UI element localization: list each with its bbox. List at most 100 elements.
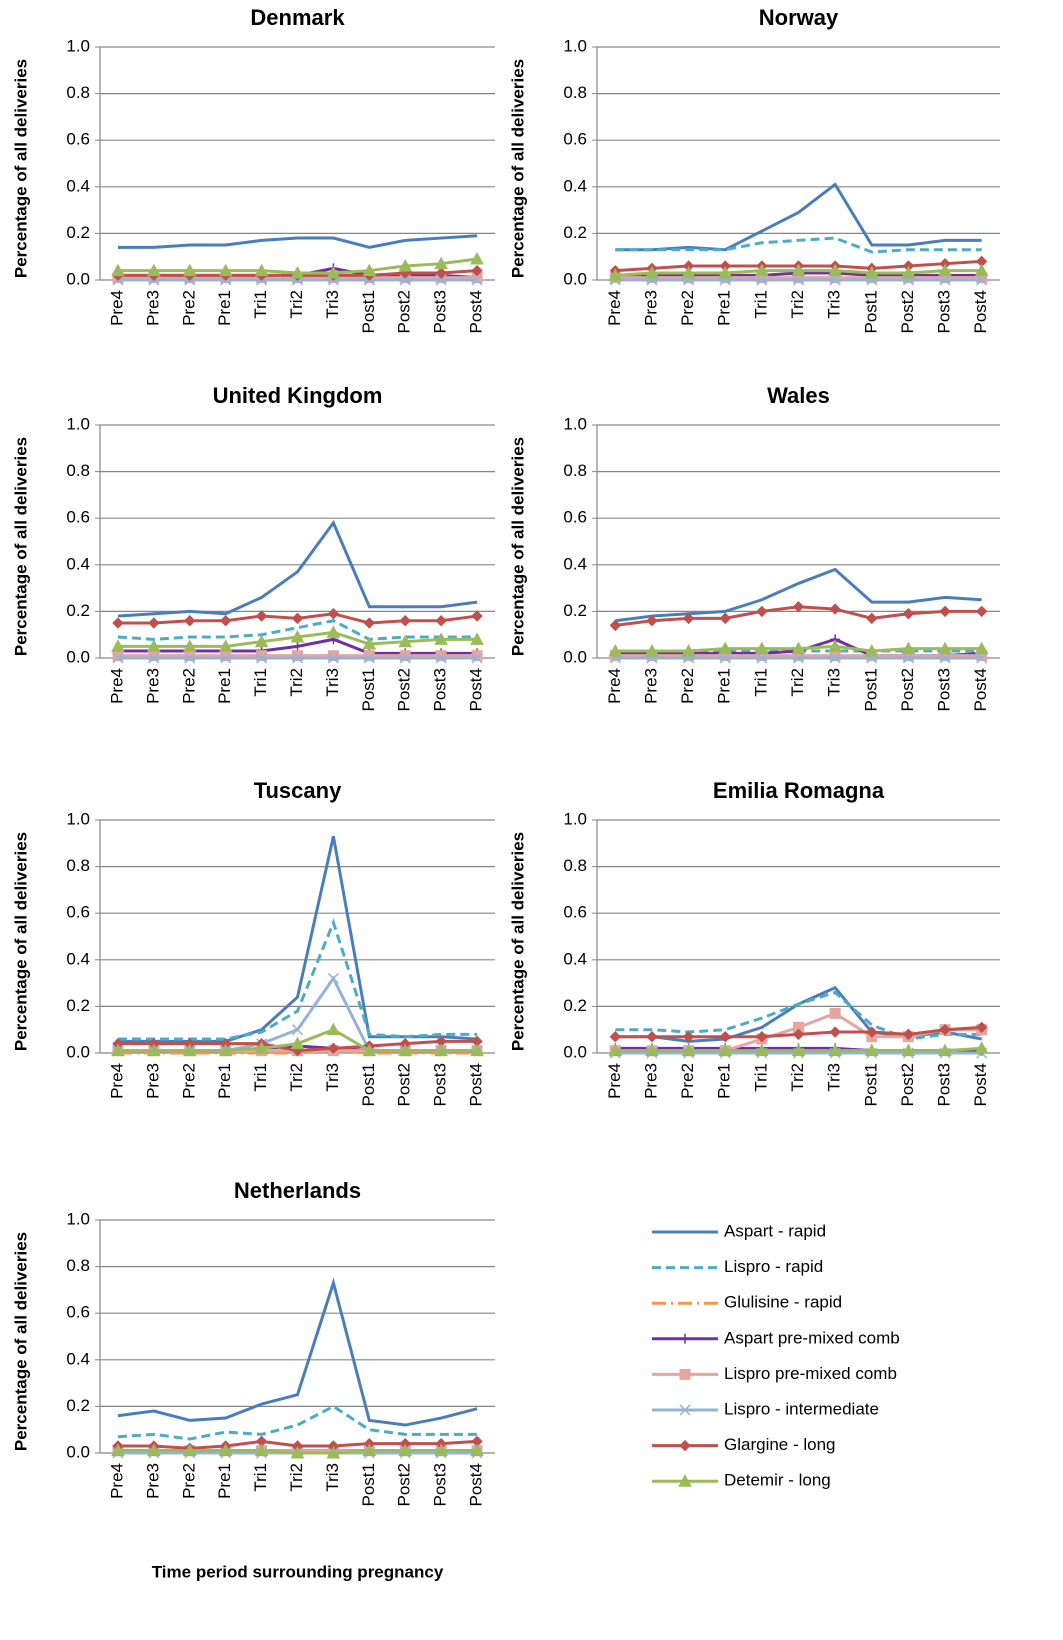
x-tick-label: Post4 bbox=[971, 1063, 990, 1106]
marker bbox=[435, 652, 447, 664]
x-tick-label: Post1 bbox=[861, 290, 880, 333]
x-tick-label: Pre4 bbox=[107, 1463, 126, 1499]
x-tick-label: Post3 bbox=[935, 1063, 954, 1106]
y-tick-label: 0.2 bbox=[563, 601, 587, 620]
y-tick-label: 0.8 bbox=[66, 856, 90, 875]
y-tick-label: 1.0 bbox=[563, 414, 587, 433]
x-tick-label: Post4 bbox=[467, 290, 486, 333]
marker bbox=[470, 1043, 484, 1057]
marker bbox=[792, 601, 805, 613]
y-tick-label: 0.8 bbox=[66, 1256, 90, 1275]
y-tick-label: 0.8 bbox=[563, 83, 587, 102]
x-tick-label: Tri2 bbox=[788, 290, 807, 319]
marker bbox=[939, 605, 951, 618]
x-tick-label: Post4 bbox=[971, 290, 990, 333]
marker bbox=[864, 265, 879, 279]
y-tick-label: 0.4 bbox=[563, 176, 587, 195]
x-tick-label: Pre3 bbox=[143, 1463, 162, 1499]
marker bbox=[362, 1443, 377, 1457]
y-tick-label: 0.0 bbox=[563, 647, 587, 666]
x-axis-label: Time period surrounding pregnancy bbox=[152, 1562, 444, 1581]
x-tick-label: Pre1 bbox=[715, 290, 734, 326]
y-tick-label: 0.6 bbox=[66, 130, 90, 149]
x-tick-label: Post3 bbox=[431, 668, 450, 711]
marker bbox=[901, 265, 916, 279]
marker bbox=[939, 1023, 951, 1036]
marker bbox=[292, 650, 303, 662]
marker bbox=[326, 265, 341, 279]
marker bbox=[435, 267, 447, 279]
x-tick-label: Pre2 bbox=[179, 1063, 198, 1099]
marker bbox=[975, 605, 988, 618]
series-line bbox=[117, 519, 478, 618]
marker bbox=[470, 251, 484, 265]
marker bbox=[435, 615, 447, 627]
legend-label: Glulisine - rapid bbox=[724, 1293, 842, 1312]
series-line bbox=[117, 1277, 478, 1427]
x-tick-label: Post1 bbox=[359, 668, 378, 711]
marker bbox=[399, 650, 411, 662]
legend-label: Lispro - rapid bbox=[724, 1257, 823, 1276]
x-tick-label: Tri3 bbox=[323, 1063, 342, 1092]
legend-label: Aspart pre-mixed comb bbox=[724, 1328, 900, 1347]
marker bbox=[219, 615, 232, 627]
marker bbox=[218, 639, 233, 652]
x-tick-label: Post1 bbox=[359, 1463, 378, 1506]
x-tick-label: Tri1 bbox=[251, 1063, 270, 1092]
marker bbox=[756, 605, 768, 618]
marker bbox=[755, 641, 769, 655]
marker bbox=[182, 1043, 197, 1057]
legend-marker bbox=[679, 1439, 691, 1452]
marker bbox=[829, 1026, 841, 1038]
x-tick-label: Tri2 bbox=[788, 1063, 807, 1092]
marker bbox=[976, 274, 988, 286]
marker bbox=[112, 652, 124, 664]
marker bbox=[608, 643, 623, 657]
marker bbox=[327, 608, 340, 620]
marker bbox=[434, 632, 448, 645]
marker bbox=[148, 617, 160, 629]
marker bbox=[327, 652, 339, 664]
y-tick-label: 1.0 bbox=[66, 1209, 90, 1228]
marker bbox=[290, 629, 305, 643]
series-line bbox=[615, 567, 982, 623]
chart-title: Norway bbox=[759, 5, 839, 30]
marker bbox=[791, 641, 806, 655]
marker bbox=[326, 625, 341, 638]
y-tick-label: 0.6 bbox=[563, 130, 587, 149]
marker bbox=[148, 652, 160, 664]
x-tick-label: Pre1 bbox=[215, 290, 234, 326]
marker bbox=[866, 612, 878, 625]
marker bbox=[681, 1043, 696, 1057]
y-tick-label: 0.6 bbox=[66, 903, 90, 922]
x-tick-label: Pre1 bbox=[715, 668, 734, 704]
marker bbox=[471, 264, 483, 277]
marker bbox=[902, 652, 914, 664]
y-tick-label: 0.2 bbox=[563, 996, 587, 1015]
series-line bbox=[615, 182, 982, 252]
marker bbox=[435, 650, 447, 662]
x-tick-label: Post3 bbox=[431, 290, 450, 333]
marker bbox=[254, 1041, 269, 1054]
marker bbox=[866, 1026, 878, 1038]
x-tick-label: Pre3 bbox=[143, 668, 162, 704]
marker bbox=[363, 652, 375, 664]
marker bbox=[327, 972, 339, 984]
marker bbox=[398, 1443, 413, 1457]
marker bbox=[399, 274, 411, 286]
marker bbox=[182, 1443, 197, 1457]
x-tick-label: Pre4 bbox=[605, 1063, 624, 1099]
y-tick-label: 0.8 bbox=[563, 461, 587, 480]
y-tick-label: 0.4 bbox=[563, 554, 587, 573]
y-tick-label: 0.8 bbox=[563, 856, 587, 875]
x-tick-label: Tri1 bbox=[251, 1463, 270, 1492]
x-tick-label: Pre3 bbox=[143, 1063, 162, 1099]
x-tick-label: Post1 bbox=[359, 1063, 378, 1106]
marker bbox=[112, 617, 124, 629]
y-axis-label: Percentage of all deliveries bbox=[508, 59, 527, 278]
marker bbox=[756, 652, 768, 664]
marker bbox=[292, 641, 303, 652]
marker bbox=[435, 274, 447, 286]
y-tick-label: 0.2 bbox=[66, 1396, 90, 1415]
x-tick-label: Tri2 bbox=[287, 1463, 306, 1492]
